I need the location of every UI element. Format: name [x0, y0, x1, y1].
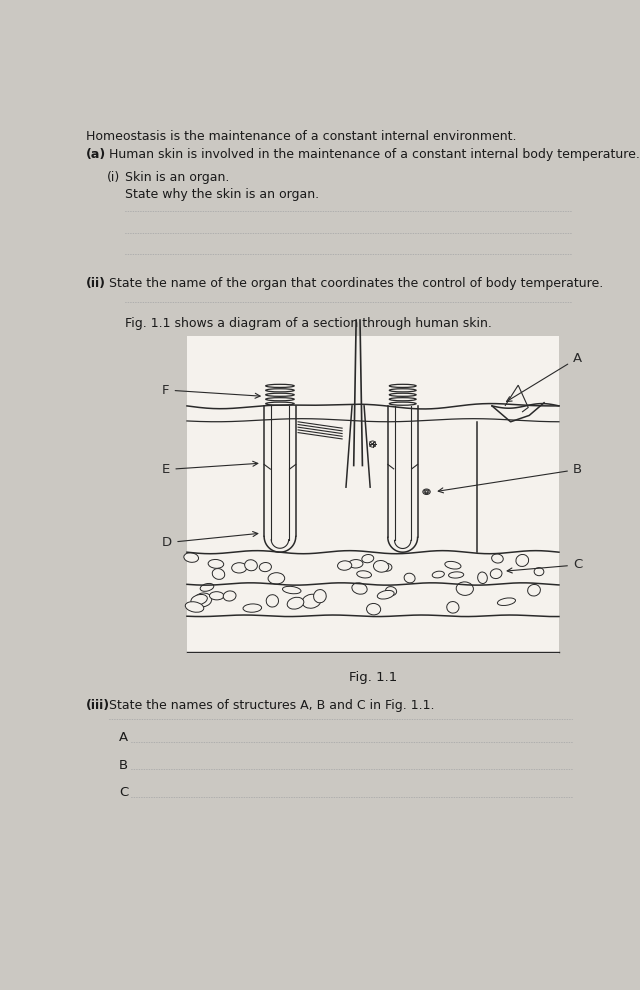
- Ellipse shape: [243, 604, 262, 612]
- Text: Skin is an organ.: Skin is an organ.: [125, 171, 229, 184]
- Ellipse shape: [404, 573, 415, 583]
- Ellipse shape: [378, 590, 394, 599]
- Ellipse shape: [432, 571, 444, 578]
- Ellipse shape: [282, 586, 301, 594]
- Ellipse shape: [208, 559, 224, 568]
- Ellipse shape: [374, 560, 388, 572]
- Text: State the names of structures A, B and C in Fig. 1.1.: State the names of structures A, B and C…: [109, 699, 435, 712]
- Ellipse shape: [200, 583, 214, 591]
- Ellipse shape: [194, 593, 212, 607]
- Ellipse shape: [447, 602, 459, 613]
- Ellipse shape: [209, 592, 224, 600]
- Ellipse shape: [349, 559, 363, 568]
- Ellipse shape: [516, 554, 529, 566]
- Ellipse shape: [490, 569, 502, 578]
- Text: Fig. 1.1: Fig. 1.1: [349, 671, 397, 684]
- Text: B: B: [119, 758, 128, 771]
- Ellipse shape: [456, 582, 474, 595]
- Text: (a): (a): [86, 148, 106, 161]
- Ellipse shape: [352, 583, 367, 594]
- Ellipse shape: [287, 597, 304, 609]
- Ellipse shape: [527, 584, 540, 596]
- Ellipse shape: [259, 562, 271, 571]
- Text: A: A: [119, 731, 128, 743]
- Text: Fig. 1.1 shows a diagram of a section through human skin.: Fig. 1.1 shows a diagram of a section th…: [125, 318, 492, 331]
- Ellipse shape: [385, 587, 397, 596]
- Text: Human skin is involved in the maintenance of a constant internal body temperatur: Human skin is involved in the maintenanc…: [109, 148, 640, 161]
- Ellipse shape: [244, 559, 257, 571]
- Text: F: F: [162, 383, 260, 398]
- Ellipse shape: [232, 562, 247, 573]
- Ellipse shape: [534, 567, 544, 576]
- Ellipse shape: [191, 594, 207, 605]
- Ellipse shape: [362, 554, 374, 562]
- Ellipse shape: [184, 552, 198, 562]
- Text: C: C: [507, 558, 582, 573]
- Ellipse shape: [266, 595, 278, 607]
- Text: Homeostasis is the maintenance of a constant internal environment.: Homeostasis is the maintenance of a cons…: [86, 130, 516, 143]
- Text: (ii): (ii): [86, 276, 106, 290]
- Ellipse shape: [497, 598, 515, 606]
- Ellipse shape: [212, 568, 225, 579]
- Text: (i): (i): [107, 171, 120, 184]
- Text: State the name of the organ that coordinates the control of body temperature.: State the name of the organ that coordin…: [109, 276, 604, 290]
- Ellipse shape: [314, 590, 326, 603]
- Ellipse shape: [382, 563, 392, 571]
- Text: E: E: [162, 461, 258, 476]
- Ellipse shape: [445, 561, 461, 569]
- Text: State why the skin is an organ.: State why the skin is an organ.: [125, 188, 319, 201]
- Text: B: B: [438, 463, 582, 493]
- Ellipse shape: [477, 572, 487, 583]
- Text: (iii): (iii): [86, 699, 110, 712]
- Text: A: A: [507, 351, 582, 402]
- Ellipse shape: [337, 561, 352, 570]
- Bar: [187, 336, 559, 654]
- Ellipse shape: [185, 602, 204, 612]
- Text: C: C: [119, 786, 128, 799]
- Ellipse shape: [449, 572, 464, 578]
- Ellipse shape: [356, 571, 371, 578]
- Ellipse shape: [223, 591, 236, 601]
- Ellipse shape: [492, 554, 503, 563]
- Ellipse shape: [268, 572, 285, 584]
- Ellipse shape: [302, 594, 321, 608]
- Text: D: D: [162, 532, 258, 549]
- Ellipse shape: [367, 604, 381, 615]
